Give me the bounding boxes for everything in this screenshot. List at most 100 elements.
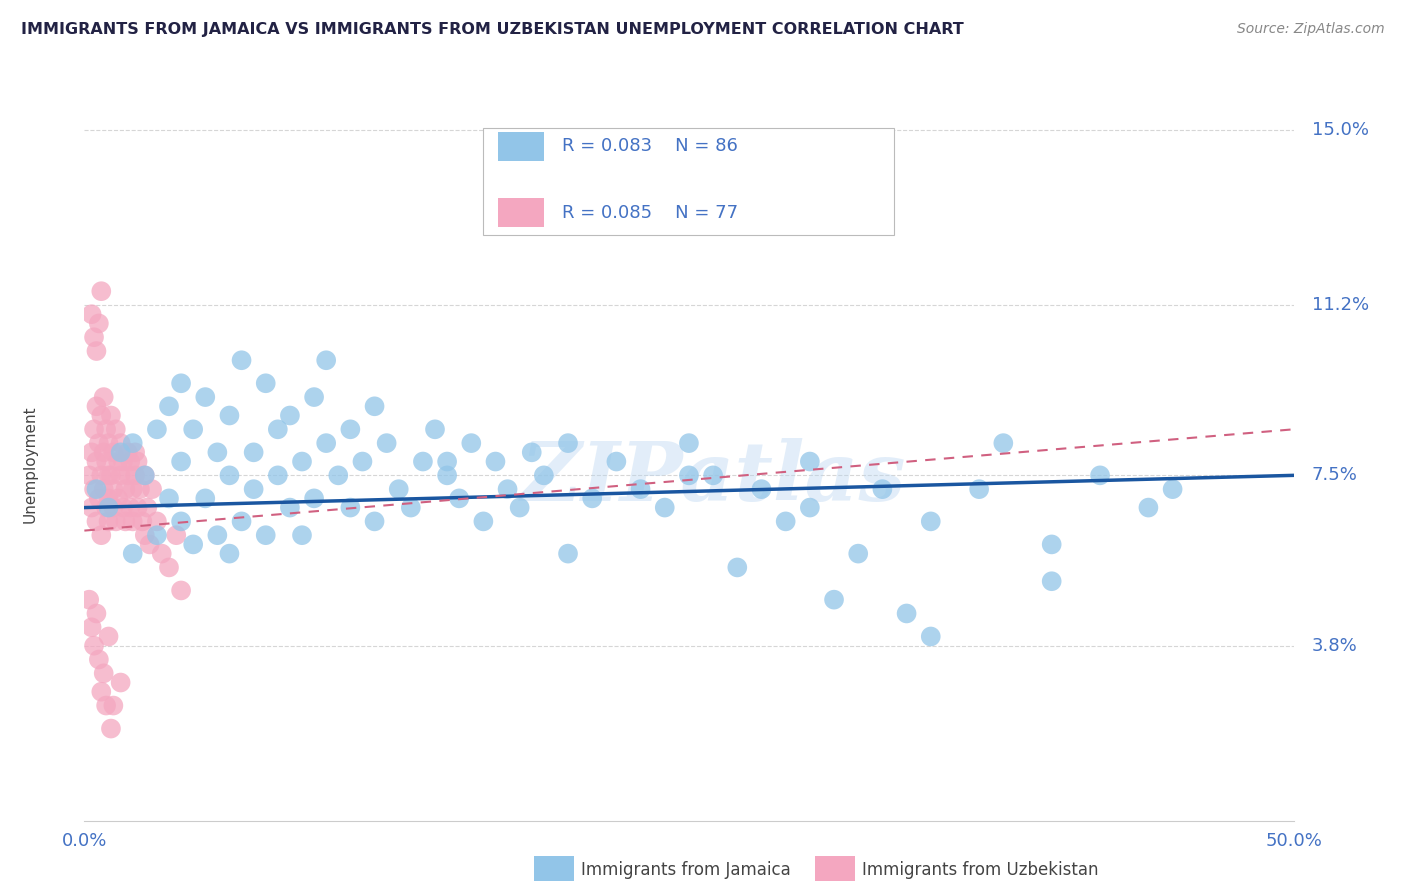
Point <box>136 500 159 515</box>
Point <box>103 698 125 713</box>
Point <box>496 482 519 496</box>
Point <box>423 422 446 436</box>
Point <box>581 491 603 506</box>
Point <box>86 454 108 468</box>
Point <box>80 445 103 459</box>
Point <box>86 482 108 496</box>
Point <box>121 515 143 529</box>
Point <box>823 592 845 607</box>
Point <box>83 639 105 653</box>
Text: R = 0.085    N = 77: R = 0.085 N = 77 <box>562 203 738 221</box>
Point <box>751 482 773 496</box>
Point <box>110 436 132 450</box>
Point <box>120 500 142 515</box>
Point <box>90 684 112 698</box>
Point <box>339 422 361 436</box>
Point <box>170 515 193 529</box>
Point <box>254 528 277 542</box>
Point <box>278 500 301 515</box>
Point <box>141 482 163 496</box>
Point <box>207 528 229 542</box>
Point <box>920 515 942 529</box>
Point <box>100 468 122 483</box>
Text: 11.2%: 11.2% <box>1312 296 1369 314</box>
Point <box>121 436 143 450</box>
Point <box>872 482 894 496</box>
Point <box>110 675 132 690</box>
Point <box>375 436 398 450</box>
Point <box>242 445 264 459</box>
Point <box>557 547 579 561</box>
FancyBboxPatch shape <box>498 198 544 227</box>
Point <box>412 454 434 468</box>
Text: Immigrants from Uzbekistan: Immigrants from Uzbekistan <box>862 861 1098 879</box>
Point <box>127 454 149 468</box>
Point <box>146 515 169 529</box>
Point <box>100 409 122 423</box>
Text: Unemployment: Unemployment <box>22 405 38 523</box>
Point <box>254 376 277 391</box>
Point <box>90 468 112 483</box>
Point <box>157 399 180 413</box>
Point <box>83 422 105 436</box>
Point <box>1040 537 1063 551</box>
Point <box>1040 574 1063 589</box>
Text: 7.5%: 7.5% <box>1312 467 1358 484</box>
Point <box>117 468 139 483</box>
Point <box>138 537 160 551</box>
Point <box>114 515 136 529</box>
Point <box>129 482 152 496</box>
Point <box>170 376 193 391</box>
Point <box>112 500 135 515</box>
Point <box>100 722 122 736</box>
Point <box>94 454 117 468</box>
Point <box>291 528 314 542</box>
Point <box>127 500 149 515</box>
Point <box>170 583 193 598</box>
Point <box>110 468 132 483</box>
Point <box>93 445 115 459</box>
Point <box>352 454 374 468</box>
Point <box>630 482 652 496</box>
Point <box>124 468 146 483</box>
Point <box>107 491 129 506</box>
Point <box>605 454 627 468</box>
Text: IMMIGRANTS FROM JAMAICA VS IMMIGRANTS FROM UZBEKISTAN UNEMPLOYMENT CORRELATION C: IMMIGRANTS FROM JAMAICA VS IMMIGRANTS FR… <box>21 22 965 37</box>
Point <box>97 500 120 515</box>
Point <box>150 547 173 561</box>
Point <box>725 560 748 574</box>
Text: R = 0.083    N = 86: R = 0.083 N = 86 <box>562 137 738 155</box>
Point <box>134 468 156 483</box>
Point <box>120 454 142 468</box>
Point <box>302 390 325 404</box>
Point <box>1088 468 1111 483</box>
Text: ZIPatlas: ZIPatlas <box>520 438 905 518</box>
Point <box>315 353 337 368</box>
Point <box>90 284 112 298</box>
Point <box>87 317 110 331</box>
Point <box>231 515 253 529</box>
Point <box>87 652 110 666</box>
Point <box>896 607 918 621</box>
Point <box>107 454 129 468</box>
Point <box>157 560 180 574</box>
Point <box>339 500 361 515</box>
FancyBboxPatch shape <box>484 128 894 235</box>
Point <box>799 500 821 515</box>
Point <box>1137 500 1160 515</box>
Point <box>157 491 180 506</box>
Point <box>460 436 482 450</box>
Point <box>110 445 132 459</box>
Point <box>83 330 105 344</box>
Point <box>267 422 290 436</box>
Point <box>181 537 204 551</box>
Point <box>967 482 990 496</box>
FancyBboxPatch shape <box>498 132 544 161</box>
Point <box>993 436 1015 450</box>
Point <box>97 491 120 506</box>
Point <box>363 399 385 413</box>
Point <box>218 547 240 561</box>
Point <box>328 468 350 483</box>
Point <box>90 528 112 542</box>
Point <box>218 409 240 423</box>
